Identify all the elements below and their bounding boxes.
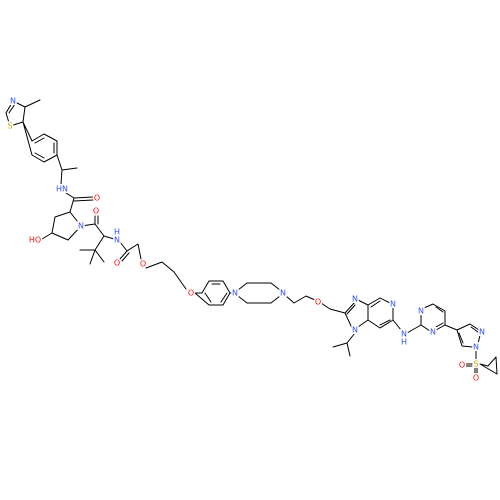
- bond: [79, 215, 115, 265]
- atom-label: O: [114, 259, 120, 268]
- atom-label: O: [315, 298, 321, 307]
- atom-label: O: [188, 289, 194, 298]
- bond: [22, 121, 58, 163]
- atom-label: N: [401, 330, 407, 339]
- atom-label: N: [473, 343, 479, 352]
- atom-label: H: [114, 228, 120, 237]
- atom-label: N: [352, 326, 358, 335]
- atom-label: HO: [29, 236, 41, 245]
- bond: [465, 349, 498, 375]
- bond: [119, 241, 187, 290]
- atom-label: N: [430, 328, 436, 337]
- bond: [5, 99, 41, 127]
- atom-label: N: [78, 222, 84, 231]
- bond: [237, 282, 281, 304]
- bonds: [5, 99, 498, 375]
- bond: [444, 323, 481, 348]
- atom-label: N: [418, 307, 424, 316]
- bond: [285, 295, 346, 314]
- atom-label: O: [459, 361, 465, 370]
- bond: [420, 303, 446, 332]
- bond: [332, 332, 356, 357]
- atom-label: HN: [56, 185, 68, 194]
- atom-label: N: [479, 328, 485, 337]
- atom-label: H: [401, 338, 407, 347]
- atom-label: S: [7, 122, 12, 131]
- atom-label: O: [140, 260, 146, 269]
- atom-labels: N S HN O N O HO H N O O O N N O N N N N …: [6, 95, 487, 384]
- atom-label: O: [93, 207, 99, 216]
- atom-label: N: [114, 236, 120, 245]
- atom-label: N: [352, 295, 358, 304]
- bond: [41, 211, 82, 241]
- atom-label: O: [94, 194, 100, 203]
- atom-label: O: [473, 374, 479, 383]
- bond: [392, 319, 422, 334]
- atom-label: N: [10, 97, 16, 106]
- atom-label: N: [390, 300, 396, 309]
- atom-label: N: [280, 289, 286, 298]
- bond: [194, 280, 233, 306]
- atom-label: S: [473, 360, 478, 369]
- bond: [344, 297, 394, 329]
- bond: [56, 154, 94, 213]
- atom-label: N: [232, 289, 238, 298]
